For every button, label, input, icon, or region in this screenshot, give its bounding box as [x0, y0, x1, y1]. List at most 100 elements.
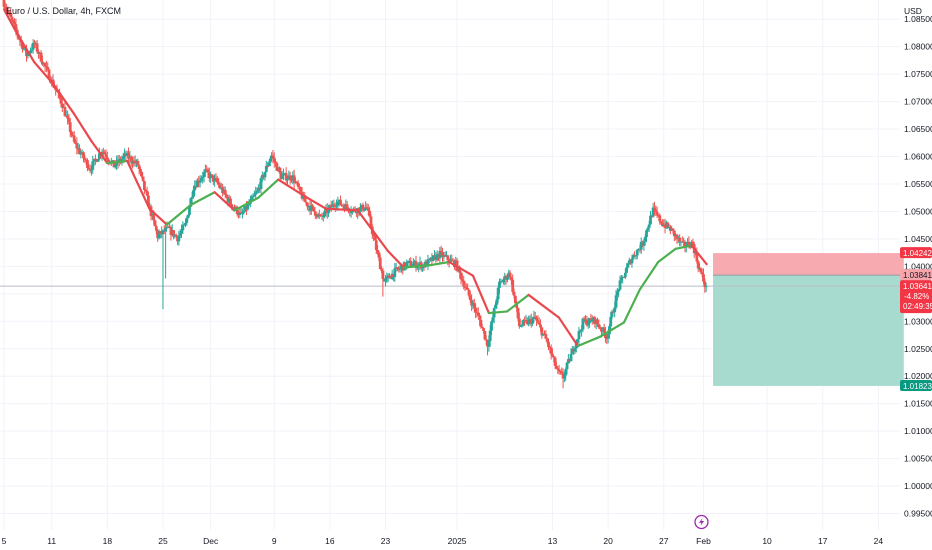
candle	[31, 39, 35, 54]
candle	[498, 278, 501, 294]
candle-body	[79, 153, 83, 155]
ma-segment	[448, 260, 475, 277]
ma-segment	[148, 207, 169, 226]
trade-zones[interactable]	[713, 253, 904, 386]
candle	[153, 219, 157, 227]
candle	[313, 211, 317, 219]
candle-body	[559, 371, 562, 373]
candle-body	[515, 303, 519, 308]
candle	[547, 338, 550, 351]
ma-segment	[52, 82, 76, 115]
candle-body	[188, 206, 191, 215]
candle	[103, 149, 107, 155]
candle-body	[605, 338, 609, 340]
candle-body	[388, 275, 391, 278]
price-tag-stop: 1.04242	[900, 247, 932, 258]
candle	[463, 281, 467, 292]
candle-body	[264, 165, 268, 172]
candle-body	[578, 330, 582, 332]
ma-segment	[324, 207, 359, 212]
y-tick-label: 1.02500	[904, 344, 932, 354]
candle-body	[25, 48, 28, 57]
take-profit-zone[interactable]	[713, 275, 904, 386]
candle	[702, 268, 705, 284]
candle-body	[198, 180, 202, 183]
candle	[288, 171, 292, 185]
candle-body	[483, 331, 487, 340]
candle-body	[43, 63, 47, 67]
candle-body	[87, 167, 91, 169]
time-axis[interactable]: 5 11 18 25 Dec 9 16 23 2025 13 20 27 Feb 10 17 24	[2, 536, 884, 546]
lightning-icon[interactable]	[694, 514, 709, 530]
candle-body	[631, 255, 635, 259]
candle-body	[536, 320, 540, 323]
candle-body	[462, 280, 466, 287]
candle-body	[309, 205, 313, 211]
price-tag-label: 1.01823	[903, 382, 932, 391]
candle-body	[313, 211, 317, 216]
candle-body	[606, 334, 610, 339]
candle-body	[241, 212, 244, 214]
y-tick-label: 1.04000	[904, 261, 932, 271]
candle-body	[516, 307, 520, 319]
candle	[63, 101, 67, 117]
candle	[296, 179, 300, 190]
candle-body	[88, 168, 92, 171]
stop-loss-zone[interactable]	[713, 253, 904, 276]
price-axis[interactable]: 1.08500 1.08000 1.07500 1.07000 1.06500 1.060…	[904, 14, 932, 518]
candle-body	[296, 182, 300, 187]
candle-body	[184, 222, 187, 225]
candle	[6, 6, 10, 16]
candle-body	[366, 208, 370, 211]
candle-body	[47, 69, 51, 80]
candle-body	[490, 321, 493, 331]
candle-body	[602, 327, 606, 333]
x-tick-label: 5	[2, 536, 7, 546]
currency-label: USD	[904, 6, 922, 16]
candle-body	[239, 212, 243, 214]
candle	[70, 130, 73, 138]
candle-body	[66, 115, 69, 119]
candle	[619, 274, 623, 284]
candle	[339, 195, 342, 206]
candle-body	[588, 318, 591, 324]
candle-body	[299, 187, 303, 193]
candle	[316, 212, 320, 219]
candle-body	[327, 208, 330, 214]
candle-body	[612, 311, 615, 313]
candle	[141, 176, 145, 182]
candle-body	[700, 272, 704, 275]
candle-body	[508, 272, 512, 278]
candle-body	[618, 280, 622, 290]
candle-body	[271, 155, 275, 158]
candle-body	[336, 201, 340, 206]
candle-body	[193, 185, 197, 191]
candle-body	[398, 267, 402, 270]
candle-body	[181, 225, 185, 231]
candle-body	[68, 122, 72, 132]
y-tick-label: 1.00500	[904, 454, 932, 464]
candle	[645, 229, 648, 243]
candle-body	[304, 201, 308, 203]
candle-body	[361, 204, 365, 211]
candle-body	[549, 347, 553, 354]
candle-body	[506, 277, 509, 280]
candle-body	[323, 211, 326, 217]
candle-body	[659, 221, 663, 224]
candle-body	[651, 207, 655, 217]
candle	[610, 309, 614, 320]
candle	[317, 209, 321, 220]
candle	[696, 260, 700, 273]
candle-body	[100, 151, 104, 155]
candle-body	[180, 230, 183, 234]
candle-body	[498, 281, 501, 288]
candle	[129, 155, 133, 167]
candle	[143, 180, 146, 195]
candle-body	[78, 148, 81, 154]
ma-segment	[72, 112, 93, 143]
ma-segment	[126, 159, 151, 210]
ma-segment	[90, 140, 109, 165]
candle-body	[446, 255, 450, 261]
x-tick-label: 25	[158, 536, 168, 546]
